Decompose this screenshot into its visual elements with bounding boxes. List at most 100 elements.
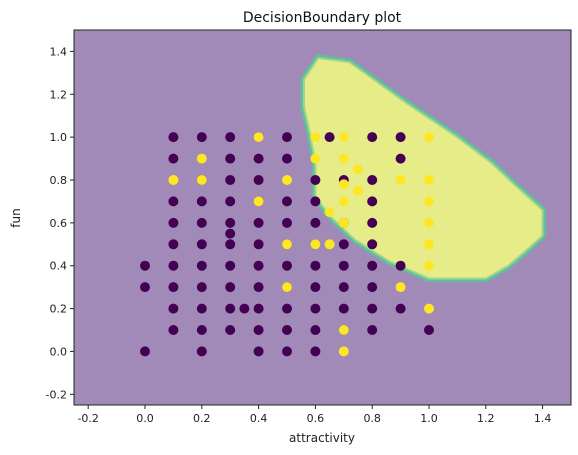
class-0-point — [196, 260, 207, 271]
class-0-point — [282, 196, 292, 207]
class-0-point — [168, 153, 179, 164]
class-0-point — [168, 132, 179, 143]
class-0-point — [225, 239, 236, 250]
class-0-point — [310, 196, 321, 207]
class-0-point — [196, 132, 207, 143]
class-0-point — [367, 325, 378, 335]
class-1-point — [324, 239, 335, 250]
y-tick-label: -0.2 — [46, 388, 67, 401]
x-tick-label: 1.0 — [420, 412, 438, 425]
class-0-point — [239, 303, 250, 314]
x-axis-ticks: -0.2 0.0 0.2 0.4 0.6 0.8 1.0 1.2 1.4 — [77, 405, 551, 425]
class-0-point — [196, 239, 207, 250]
class-0-point — [367, 303, 378, 314]
class-0-point — [225, 325, 236, 335]
class-0-point — [367, 260, 378, 271]
x-tick-label: 0.0 — [136, 412, 154, 425]
class-0-point — [310, 346, 321, 357]
class-0-point — [367, 239, 378, 250]
class-0-point — [310, 303, 321, 314]
class-0-point — [282, 303, 292, 314]
class-0-point — [196, 196, 207, 207]
class-0-point — [253, 282, 264, 293]
x-tick-label: 1.2 — [477, 412, 495, 425]
class-1-point — [424, 196, 434, 207]
class-0-point — [395, 132, 406, 143]
y-tick-label: 0.6 — [50, 217, 68, 230]
class-1-point — [253, 132, 264, 143]
y-tick-label: 1.0 — [50, 131, 68, 144]
y-tick-label: 0.8 — [50, 174, 68, 187]
class-0-point — [424, 325, 434, 335]
class-1-point — [338, 132, 349, 143]
class-0-point — [338, 282, 349, 293]
class-1-point — [424, 303, 434, 314]
plot-frame — [73, 29, 572, 406]
class-0-point — [367, 196, 378, 207]
class-0-point — [338, 260, 349, 271]
class-0-point — [253, 153, 264, 164]
y-tick-label: 1.2 — [50, 88, 68, 101]
x-tick-label: 1.4 — [534, 412, 552, 425]
class-1-point — [196, 153, 207, 164]
class-0-point — [282, 260, 292, 271]
class-0-point — [225, 217, 236, 228]
class-0-point — [196, 325, 207, 335]
class-0-point — [196, 346, 207, 357]
class-1-point — [196, 175, 207, 185]
class-0-point — [310, 175, 321, 185]
class-1-point — [324, 207, 335, 218]
class-0-point — [367, 217, 378, 228]
class-0-point — [367, 175, 378, 185]
class-1-point — [338, 153, 349, 164]
class-0-point — [395, 153, 406, 164]
class-0-point — [310, 260, 321, 271]
class-1-point — [338, 217, 349, 228]
class-1-point — [338, 325, 349, 335]
y-axis-label: fun — [9, 208, 23, 227]
class-0-point — [253, 346, 264, 357]
class-0-point — [225, 196, 236, 207]
class-1-points — [168, 132, 434, 357]
x-tick-label: 0.8 — [363, 412, 381, 425]
class-0-point — [282, 217, 292, 228]
x-tick-label: -0.2 — [77, 412, 98, 425]
y-tick-label: 0.4 — [50, 260, 68, 273]
class-0-point — [225, 175, 236, 185]
class-1-point — [310, 239, 321, 250]
class-0-point — [338, 239, 349, 250]
class-1-point — [353, 185, 363, 196]
class-1-point — [424, 217, 434, 228]
class-1-point — [424, 132, 434, 143]
class-0-point — [282, 325, 292, 335]
class-0-point — [225, 303, 236, 314]
class-0-point — [253, 239, 264, 250]
class-0-point — [253, 260, 264, 271]
class-0-point — [310, 325, 321, 335]
class-0-point — [168, 282, 179, 293]
class-1-point — [282, 239, 292, 250]
class-0-point — [367, 282, 378, 293]
class-0-point — [140, 346, 150, 357]
chart-title: DecisionBoundary plot — [243, 10, 402, 26]
x-tick-label: 0.4 — [250, 412, 268, 425]
class-1-point — [282, 282, 292, 293]
class-0-point — [253, 303, 264, 314]
class-0-point — [225, 153, 236, 164]
class-1-point — [310, 132, 321, 143]
class-0-point — [168, 239, 179, 250]
class-0-point — [395, 303, 406, 314]
class-1-point — [338, 179, 349, 190]
class-0-point — [324, 132, 335, 143]
class-1-point — [168, 175, 179, 185]
class-1-point — [253, 196, 264, 207]
class-0-point — [367, 132, 378, 143]
class-0-point — [168, 303, 179, 314]
x-tick-label: 0.6 — [307, 412, 325, 425]
y-tick-label: 0.0 — [50, 345, 68, 358]
y-tick-label: 0.2 — [50, 303, 68, 316]
class-1-point — [338, 346, 349, 357]
class-0-point — [338, 303, 349, 314]
class-0-point — [196, 217, 207, 228]
class-1-point — [353, 164, 363, 175]
